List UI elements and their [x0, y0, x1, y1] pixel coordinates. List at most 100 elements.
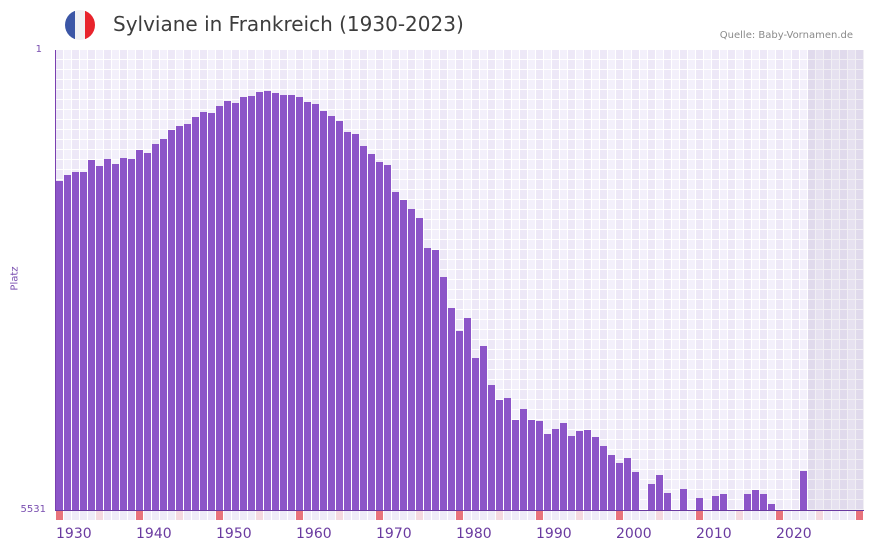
grid-cell	[848, 330, 855, 339]
bar-1969[interactable]	[368, 153, 375, 510]
grid-cell	[672, 310, 679, 319]
grid-cell	[736, 90, 743, 99]
bar-1949[interactable]	[208, 112, 215, 510]
bar-1978[interactable]	[440, 277, 447, 510]
bar-1999[interactable]	[608, 455, 615, 510]
bar-1955[interactable]	[256, 92, 263, 510]
bar-1990[interactable]	[536, 420, 543, 510]
bar-1974[interactable]	[408, 208, 415, 510]
bar-1948[interactable]	[200, 111, 207, 510]
bar-1937[interactable]	[112, 163, 119, 510]
bar-2005[interactable]	[656, 474, 663, 510]
grid-cell	[592, 50, 599, 59]
bar-1965[interactable]	[336, 121, 343, 510]
bar-2004[interactable]	[648, 483, 655, 510]
bar-1983[interactable]	[480, 345, 487, 510]
bar-1984[interactable]	[488, 384, 495, 510]
bar-1982[interactable]	[472, 358, 479, 510]
bar-2012[interactable]	[712, 496, 719, 510]
bar-1985[interactable]	[496, 400, 503, 510]
bar-1975[interactable]	[416, 218, 423, 510]
bar-1989[interactable]	[528, 419, 535, 510]
bar-1940[interactable]	[136, 149, 143, 510]
bar-1993[interactable]	[560, 422, 567, 510]
bar-1945[interactable]	[176, 126, 183, 510]
bar-1991[interactable]	[544, 433, 551, 510]
bar-2017[interactable]	[752, 490, 759, 510]
bar-2019[interactable]	[768, 504, 775, 510]
bar-1946[interactable]	[184, 124, 191, 510]
bar-1988[interactable]	[520, 409, 527, 510]
bar-1941[interactable]	[144, 152, 151, 510]
bar-1958[interactable]	[280, 95, 287, 510]
bar-1986[interactable]	[504, 398, 511, 510]
bar-1943[interactable]	[160, 139, 167, 510]
bar-2013[interactable]	[720, 494, 727, 510]
bar-1961[interactable]	[304, 101, 311, 510]
bar-1939[interactable]	[128, 158, 135, 510]
grid-cell	[808, 280, 815, 289]
bar-2016[interactable]	[744, 494, 751, 510]
grid-cell	[856, 320, 863, 329]
bar-1997[interactable]	[592, 436, 599, 510]
grid-cell	[712, 120, 719, 129]
bar-1992[interactable]	[552, 428, 559, 510]
bar-1954[interactable]	[248, 96, 255, 510]
x-axis-tick-label: 1980	[456, 526, 492, 542]
bar-1952[interactable]	[232, 102, 239, 510]
bar-1994[interactable]	[568, 435, 575, 510]
bar-1979[interactable]	[448, 308, 455, 510]
bar-1950[interactable]	[216, 105, 223, 510]
bar-1967[interactable]	[352, 134, 359, 510]
bar-1938[interactable]	[120, 157, 127, 510]
bar-2008[interactable]	[680, 489, 687, 510]
bar-1980[interactable]	[456, 330, 463, 510]
bar-1933[interactable]	[80, 171, 87, 510]
grid-cell	[544, 250, 551, 259]
bar-1942[interactable]	[152, 143, 159, 510]
bar-1944[interactable]	[168, 130, 175, 510]
bar-1959[interactable]	[288, 95, 295, 510]
bar-1935[interactable]	[96, 166, 103, 510]
bar-2023[interactable]	[800, 470, 807, 510]
bar-1936[interactable]	[104, 158, 111, 510]
bar-1970[interactable]	[376, 161, 383, 510]
bar-2018[interactable]	[760, 494, 767, 510]
bar-2000[interactable]	[616, 463, 623, 510]
bar-1968[interactable]	[360, 145, 367, 510]
bar-1957[interactable]	[272, 93, 279, 510]
bar-1964[interactable]	[328, 115, 335, 510]
grid-cell	[608, 170, 615, 179]
bar-1973[interactable]	[400, 199, 407, 510]
bar-1931[interactable]	[64, 175, 71, 510]
bar-1972[interactable]	[392, 191, 399, 510]
bar-1996[interactable]	[584, 429, 591, 510]
grid-cell	[512, 80, 519, 89]
bar-1963[interactable]	[320, 110, 327, 510]
bar-1998[interactable]	[600, 446, 607, 510]
grid-cell	[680, 460, 687, 469]
bar-2010[interactable]	[696, 498, 703, 510]
bar-1960[interactable]	[296, 96, 303, 510]
bar-1930[interactable]	[56, 180, 63, 510]
bar-1934[interactable]	[88, 159, 95, 510]
grid-cell	[192, 70, 199, 79]
bar-1956[interactable]	[264, 91, 271, 510]
bar-1977[interactable]	[432, 249, 439, 510]
bar-1951[interactable]	[224, 100, 231, 510]
bar-1932[interactable]	[72, 171, 79, 510]
bar-2001[interactable]	[624, 458, 631, 510]
bar-1987[interactable]	[512, 419, 519, 510]
bar-1981[interactable]	[464, 318, 471, 510]
bar-1947[interactable]	[192, 116, 199, 510]
bar-1971[interactable]	[384, 164, 391, 510]
bar-1953[interactable]	[240, 96, 247, 510]
grid-cell	[616, 370, 623, 379]
bar-1995[interactable]	[576, 430, 583, 510]
grid-cell	[616, 110, 623, 119]
bar-1962[interactable]	[312, 103, 319, 510]
bar-2002[interactable]	[632, 471, 639, 510]
bar-2006[interactable]	[664, 493, 671, 510]
bar-1976[interactable]	[424, 247, 431, 510]
bar-1966[interactable]	[344, 132, 351, 510]
